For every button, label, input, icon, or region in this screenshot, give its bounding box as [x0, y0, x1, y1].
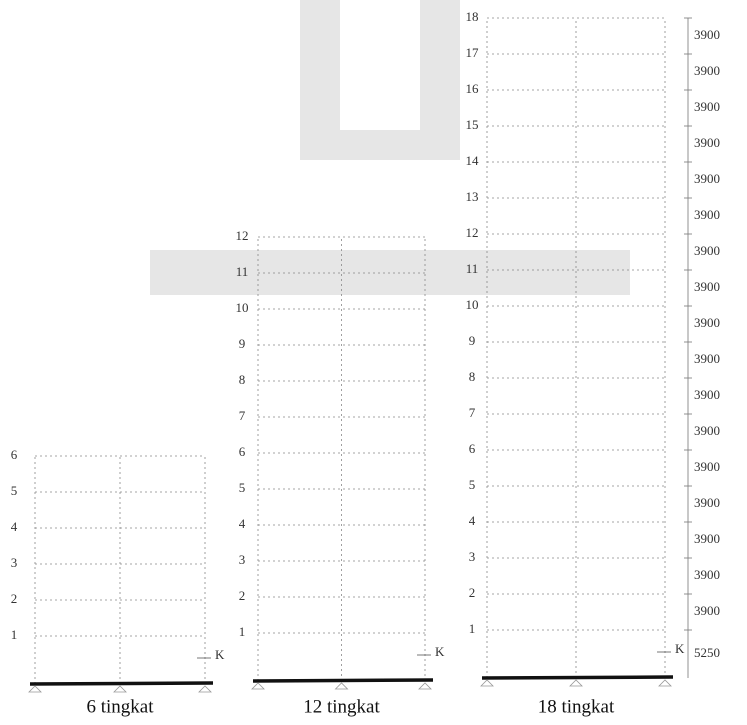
watermark-shape [300, 130, 460, 160]
support [334, 682, 349, 690]
level-label: 5 [469, 477, 476, 492]
dimension-label: 3900 [694, 135, 720, 150]
level-label: 13 [466, 189, 479, 204]
ground-line [481, 675, 674, 680]
dimension-label: 3900 [694, 387, 720, 402]
ground-line [252, 678, 434, 683]
dimension-label: 3900 [694, 567, 720, 582]
level-label: 9 [239, 336, 246, 351]
support [658, 679, 672, 687]
level-label: 12 [236, 228, 249, 243]
watermark [150, 0, 630, 295]
level-label: 6 [11, 447, 18, 462]
dimension-label: 3900 [694, 315, 720, 330]
support [198, 685, 212, 693]
dimension-label: 3900 [694, 99, 720, 114]
support [418, 682, 432, 690]
level-label: 11 [466, 261, 479, 276]
level-label: 12 [466, 225, 479, 240]
dimension-label: 3900 [694, 279, 720, 294]
ground-line [29, 681, 214, 686]
level-label: 8 [469, 369, 476, 384]
level-label: 3 [239, 552, 246, 567]
level-label: 1 [11, 627, 18, 642]
level-label: 10 [236, 300, 249, 315]
level-label: 15 [466, 117, 479, 132]
level-label: 2 [11, 591, 18, 606]
level-label: 3 [469, 549, 476, 564]
support [480, 679, 494, 687]
level-label: 1 [469, 621, 476, 636]
level-label: 4 [239, 516, 246, 531]
support [28, 685, 42, 693]
dimension-label: 3900 [694, 27, 720, 42]
level-label: 3 [11, 555, 18, 570]
level-label: 11 [236, 264, 249, 279]
watermark-shape [150, 250, 630, 295]
level-label: 4 [11, 519, 18, 534]
support-label: K [675, 641, 685, 656]
dimension-label: 3900 [694, 459, 720, 474]
dimension-label: 3900 [694, 351, 720, 366]
dimension-label: 3900 [694, 243, 720, 258]
dimension-label: 5250 [694, 645, 720, 660]
level-label: 1 [239, 624, 246, 639]
support [251, 682, 265, 690]
support-label: K [215, 647, 225, 662]
support-label: K [435, 644, 445, 659]
dimension-label: 3900 [694, 423, 720, 438]
watermark-shape [420, 0, 460, 150]
level-label: 10 [466, 297, 479, 312]
level-label: 8 [239, 372, 246, 387]
level-label: 5 [11, 483, 18, 498]
level-label: 17 [466, 45, 480, 60]
frame-caption: 6 tingkat [86, 696, 154, 717]
level-label: 5 [239, 480, 246, 495]
level-label: 2 [469, 585, 476, 600]
level-label: 16 [466, 81, 480, 96]
level-label: 18 [466, 9, 479, 24]
dimension-label: 3900 [694, 531, 720, 546]
frame-caption: 12 tingkat [303, 696, 380, 717]
level-label: 7 [469, 405, 476, 420]
level-label: 6 [239, 444, 246, 459]
level-label: 14 [466, 153, 480, 168]
level-label: 2 [239, 588, 246, 603]
level-label: 9 [469, 333, 476, 348]
dimension-label: 3900 [694, 603, 720, 618]
dimension-label: 3900 [694, 207, 720, 222]
watermark-shape [300, 0, 340, 150]
dimension-label: 3900 [694, 171, 720, 186]
level-label: 6 [469, 441, 476, 456]
frame-caption: 18 tingkat [538, 696, 615, 717]
level-label: 4 [469, 513, 476, 528]
level-label: 7 [239, 408, 246, 423]
support [113, 685, 127, 693]
dimension-label: 3900 [694, 495, 720, 510]
support [569, 679, 583, 687]
dimension-label: 3900 [694, 63, 720, 78]
